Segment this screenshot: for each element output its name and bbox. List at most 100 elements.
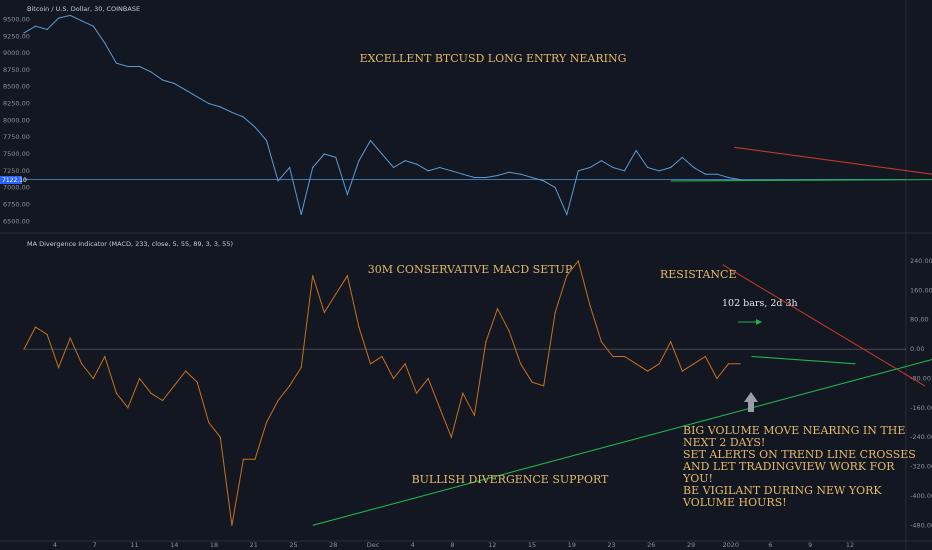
- macd-data-point: [277, 399, 279, 402]
- macd-data-point: [647, 370, 649, 372]
- message-line-1: BIG VOLUME MOVE NEARING IN THE: [683, 424, 905, 437]
- macd-data-point: [566, 275, 568, 277]
- macd-data-point: [346, 275, 348, 277]
- macd-data-point: [519, 363, 522, 365]
- price-chart-title: Bitcoin / U.S. Dollar, 30, COINBASE: [27, 5, 140, 13]
- price-y-tick: 7250.00: [3, 167, 30, 175]
- price-support-line: [670, 179, 932, 182]
- price-data-point: [404, 160, 406, 162]
- macd-data-point: [704, 355, 706, 358]
- macd-data-point: [693, 363, 695, 365]
- price-data-point: [323, 153, 325, 155]
- macd-data-point: [670, 341, 672, 343]
- price-data-point: [543, 180, 545, 182]
- price-y-tick: 9000.00: [3, 49, 30, 57]
- price-data-point: [623, 170, 626, 172]
- price-y-tick: 8500.00: [3, 83, 30, 91]
- price-y-tick: 7500.00: [3, 150, 30, 158]
- price-data-point: [647, 166, 649, 169]
- x-tick-label: 21: [250, 541, 258, 549]
- annotation-macd-setup: 30M CONSERVATIVE MACD SETUP: [368, 263, 573, 276]
- price-data-point: [600, 160, 603, 162]
- macd-data-point: [392, 377, 395, 380]
- macd-y-tick: -240.00: [910, 433, 932, 441]
- price-y-tick: 7750.00: [3, 133, 30, 141]
- macd-data-point: [219, 436, 221, 438]
- price-data-point: [381, 153, 383, 155]
- price-data-point: [554, 187, 556, 189]
- bar-count-arrow-icon: [738, 319, 762, 325]
- price-data-point: [508, 171, 510, 173]
- price-y-tick: 8750.00: [3, 66, 30, 74]
- annotation-bullish-divergence: BULLISH DIVERGENCE SUPPORT: [412, 473, 609, 486]
- x-tick-label: 9: [808, 541, 812, 549]
- macd-data-point: [289, 385, 291, 387]
- macd-resistance-line: [722, 264, 926, 387]
- macd-data-point: [439, 407, 441, 409]
- price-data-point: [727, 176, 730, 179]
- price-data-point: [392, 166, 395, 169]
- macd-data-point: [81, 363, 83, 365]
- price-data-point: [427, 170, 429, 172]
- up-arrow-icon: [744, 392, 758, 412]
- price-y-tick: 8000.00: [3, 116, 30, 124]
- price-data-point: [300, 213, 302, 216]
- macd-data-point: [369, 363, 372, 365]
- price-data-point: [161, 79, 164, 81]
- macd-data-point: [138, 377, 141, 380]
- macd-data-point: [612, 355, 614, 358]
- macd-data-point: [115, 392, 117, 394]
- price-data-point: [289, 166, 291, 169]
- macd-data-point: [508, 330, 510, 332]
- price-data-point: [462, 173, 464, 175]
- price-data-point: [346, 193, 348, 195]
- last-price-label: 7122.10: [2, 177, 27, 184]
- macd-data-point: [23, 348, 25, 350]
- macd-data-point: [323, 311, 325, 314]
- price-data-point: [704, 173, 706, 175]
- price-data-point: [231, 111, 233, 113]
- macd-y-tick: 160.00: [910, 286, 932, 294]
- price-data-point: [277, 180, 279, 182]
- macd-data-point: [150, 392, 152, 394]
- price-data-point: [219, 106, 221, 108]
- macd-data-point: [265, 421, 268, 424]
- macd-data-point: [623, 355, 626, 358]
- macd-y-tick: 80.00: [910, 316, 929, 324]
- price-data-point: [670, 166, 672, 169]
- price-y-tick: 9250.00: [3, 32, 30, 40]
- price-data-point: [312, 166, 314, 169]
- macd-y-tick: 240.00: [910, 257, 932, 265]
- macd-data-point: [543, 385, 545, 387]
- macd-chart-title: MA Divergence Indicator (MACD, 233, clos…: [27, 240, 233, 248]
- macd-short-support-line: [751, 355, 856, 365]
- message-line-4: AND LET TRADINGVIEW WORK FOR: [682, 460, 895, 473]
- macd-data-point: [404, 363, 406, 365]
- macd-data-point: [127, 407, 129, 409]
- macd-data-point: [496, 308, 499, 310]
- x-tick-label: 2020: [722, 541, 739, 549]
- macd-data-point: [208, 421, 210, 424]
- price-data-point: [69, 14, 71, 17]
- price-data-point: [242, 116, 245, 118]
- macd-data-point: [473, 414, 475, 416]
- message-line-5: YOU!: [682, 472, 713, 485]
- macd-data-point: [427, 377, 429, 380]
- macd-data-point: [531, 381, 533, 383]
- price-data-point: [335, 156, 337, 158]
- macd-y-tick: -160.00: [910, 404, 932, 412]
- macd-data-point: [681, 370, 683, 372]
- price-data-point: [46, 28, 48, 31]
- x-tick-label: 29: [687, 541, 695, 549]
- price-data-point: [34, 25, 37, 27]
- price-data-point: [473, 176, 475, 179]
- price-data-point: [612, 166, 614, 169]
- price-data-point: [254, 126, 256, 128]
- macd-data-point: [739, 363, 741, 365]
- annotation-bar-count: 102 bars, 2d 3h: [722, 298, 798, 309]
- price-data-point: [716, 173, 718, 175]
- price-data-point: [739, 178, 741, 181]
- price-data-point: [635, 150, 637, 152]
- x-tick-label: 25: [289, 541, 297, 549]
